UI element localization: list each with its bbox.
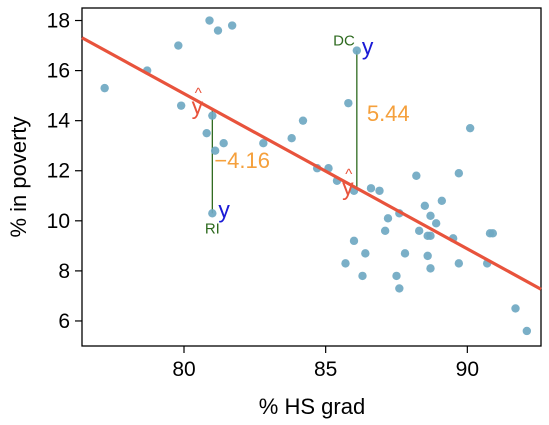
y-axis: 6 8 10 12 14 16 18 bbox=[47, 10, 82, 333]
y-hat-caret-ri: ^ bbox=[195, 85, 202, 102]
data-point bbox=[414, 226, 424, 236]
data-point bbox=[420, 201, 430, 210]
y-tick-label: 14 bbox=[47, 110, 71, 133]
y-tick-label: 18 bbox=[47, 10, 70, 33]
data-point bbox=[176, 101, 186, 110]
data-point bbox=[219, 139, 228, 148]
data-point bbox=[426, 231, 435, 241]
x-tick-label: 80 bbox=[172, 358, 195, 381]
y-observed-label-dc: y bbox=[362, 34, 374, 60]
data-point bbox=[412, 171, 421, 180]
data-point bbox=[511, 304, 520, 313]
y-hat-label-ri: y bbox=[192, 93, 204, 119]
x-tick-label: 85 bbox=[314, 358, 337, 381]
x-axis: 80 85 90 bbox=[172, 346, 479, 381]
data-point bbox=[383, 214, 393, 223]
data-point bbox=[100, 83, 109, 93]
data-point bbox=[454, 169, 464, 178]
data-point bbox=[205, 16, 214, 25]
y-hat-label-dc: y bbox=[342, 174, 354, 200]
y-axis-title: % in poverty bbox=[6, 116, 31, 237]
data-point bbox=[210, 146, 220, 155]
data-point bbox=[341, 259, 350, 268]
data-point bbox=[344, 98, 353, 108]
y-tick-label: 10 bbox=[47, 210, 70, 233]
residual-value-dc: 5.44 bbox=[367, 101, 410, 126]
data-point bbox=[208, 111, 217, 120]
data-point bbox=[298, 116, 308, 125]
data-point bbox=[426, 264, 435, 273]
y-tick-label: 16 bbox=[47, 60, 70, 83]
data-point bbox=[392, 271, 401, 281]
y-tick-label: 6 bbox=[58, 310, 70, 333]
data-point bbox=[395, 284, 404, 293]
residual-value-ri: −4.16 bbox=[214, 148, 270, 173]
data-point bbox=[375, 186, 384, 195]
data-point bbox=[208, 209, 217, 218]
data-point bbox=[174, 41, 183, 50]
data-point bbox=[227, 21, 237, 30]
x-tick-label: 90 bbox=[456, 358, 479, 381]
y-hat-caret-dc: ^ bbox=[345, 166, 352, 183]
y-tick-label: 12 bbox=[47, 160, 70, 183]
data-point bbox=[400, 249, 410, 258]
y-observed-label-ri: y bbox=[218, 196, 230, 222]
data-point bbox=[437, 196, 447, 205]
data-point bbox=[366, 184, 376, 193]
data-point bbox=[488, 229, 498, 238]
data-point bbox=[454, 259, 464, 268]
data-point bbox=[423, 251, 432, 261]
data-point bbox=[287, 133, 296, 143]
x-axis-title: % HS grad bbox=[259, 394, 365, 419]
data-point bbox=[380, 226, 390, 236]
data-point bbox=[522, 326, 532, 336]
data-point bbox=[358, 271, 367, 281]
data-point bbox=[361, 249, 370, 258]
data-point bbox=[426, 211, 435, 221]
data-point bbox=[259, 139, 268, 148]
plot-frame bbox=[81, 7, 542, 347]
data-point bbox=[431, 219, 441, 228]
data-point bbox=[213, 26, 223, 35]
data-point bbox=[349, 236, 359, 246]
data-point bbox=[202, 128, 211, 138]
data-point bbox=[352, 46, 362, 55]
y-tick-label: 8 bbox=[58, 260, 70, 283]
state-label-dc: DC bbox=[333, 33, 355, 50]
data-point bbox=[465, 123, 475, 133]
state-label-ri: RI bbox=[205, 220, 220, 237]
regression-line bbox=[81, 36, 542, 291]
